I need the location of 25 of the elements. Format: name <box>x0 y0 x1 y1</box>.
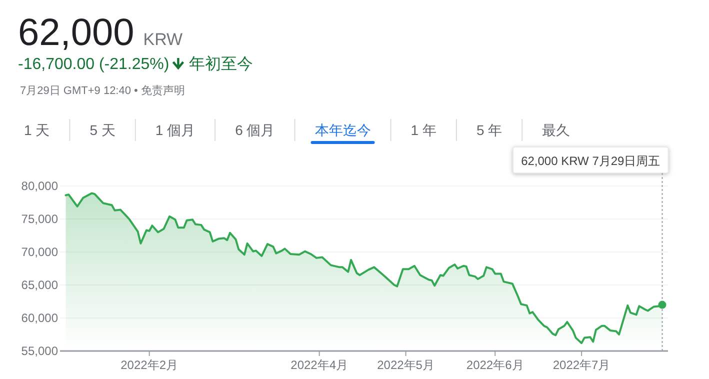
y-tick-label: 75,000 <box>21 212 58 226</box>
text: 1 年 <box>410 122 436 138</box>
x-tick-label: 2022年7月 <box>552 358 610 372</box>
text: 1 天 <box>24 122 50 138</box>
text: 最久 <box>542 122 570 138</box>
y-tick-label: 80,000 <box>21 179 58 193</box>
text: 7月29日 GMT+9 12:40 • 免责声明 <box>20 84 185 97</box>
text: KRW <box>143 30 183 49</box>
chart-title: 62,000 <box>18 12 134 54</box>
x-tick-label: 2022年6月 <box>466 358 524 372</box>
text: 1 個月 <box>155 122 196 138</box>
text: 年初至今 <box>189 55 254 73</box>
chart-subtitle: -16,700.00 (-21.25%) <box>18 56 170 73</box>
text: 6 個月 <box>235 122 275 138</box>
y-tick-label: 60,000 <box>21 311 58 325</box>
x-tick-label: 2022年4月 <box>290 358 348 372</box>
y-tick-label: 70,000 <box>21 245 58 259</box>
text: 5 年 <box>476 122 502 138</box>
text: 本年迄今 <box>314 122 371 138</box>
x-tick-label: 2022年5月 <box>377 358 434 372</box>
text: 5 天 <box>90 122 116 138</box>
x-tick-label: 2022年2月 <box>120 358 178 372</box>
y-tick-label: 55,000 <box>21 344 58 358</box>
y-tick-label: 65,000 <box>21 278 58 292</box>
ref-line-label: 62,000 KRW 7月29日周五 <box>521 154 660 168</box>
